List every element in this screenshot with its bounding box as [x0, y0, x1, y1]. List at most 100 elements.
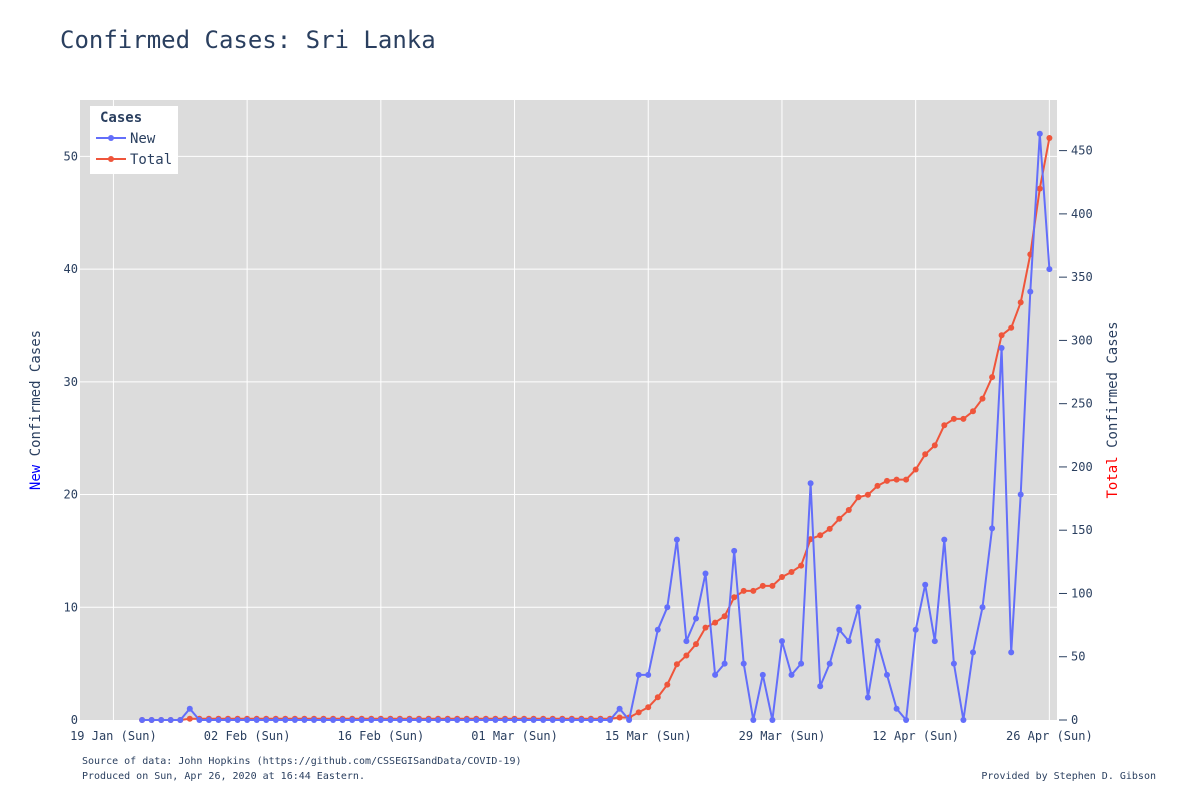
y-left-tick-label: 30	[64, 375, 78, 389]
y-right-tick-label: 400	[1071, 207, 1093, 221]
data-point	[463, 717, 470, 723]
data-point	[750, 587, 757, 594]
data-point	[693, 615, 699, 622]
data-point	[893, 705, 900, 712]
plot-area	[80, 100, 1057, 720]
x-tick-label: 15 Mar (Sun)	[605, 729, 692, 743]
y-right-tick-label: 250	[1071, 397, 1093, 411]
data-point	[989, 374, 996, 381]
y-right-tick-label: 100	[1071, 586, 1093, 600]
data-point	[502, 717, 508, 723]
data-point	[702, 570, 709, 577]
data-point	[330, 717, 337, 723]
data-point	[616, 705, 623, 712]
series-new	[139, 130, 1053, 723]
data-point	[922, 581, 929, 588]
x-axis: 19 Jan (Sun) 02 Feb (Sun) 16 Feb (Sun) 01 M…	[70, 729, 1093, 743]
data-point	[759, 582, 766, 589]
data-point	[568, 717, 575, 723]
data-point	[769, 717, 776, 723]
data-point	[1017, 299, 1024, 306]
data-point	[645, 704, 652, 711]
data-point	[779, 638, 785, 645]
y-axis-right: 0 50 100 150 200 250 300 350 400 450	[1059, 144, 1093, 727]
data-point	[530, 717, 537, 723]
y-left-tick-label: 20	[64, 488, 78, 502]
data-point	[989, 525, 996, 532]
footer-credit: Provided by Stephen D. Gibson	[981, 771, 1156, 782]
legend[interactable]: Cases New Total	[90, 106, 178, 174]
y-left-tick-label: 0	[71, 713, 78, 727]
data-point	[1017, 491, 1024, 498]
data-point	[683, 652, 690, 659]
data-point	[931, 638, 938, 645]
data-point	[186, 705, 193, 712]
y-axis-left: 0 10 20 30 40 50	[64, 149, 78, 727]
x-tick-label: 19 Jan (Sun)	[70, 729, 157, 743]
data-point	[158, 717, 165, 723]
data-point	[683, 638, 690, 645]
data-point	[626, 717, 633, 723]
data-point	[759, 671, 766, 678]
data-point	[712, 619, 719, 626]
data-point	[339, 717, 346, 723]
data-point	[950, 660, 957, 667]
data-point	[387, 717, 394, 723]
data-point	[931, 442, 938, 449]
y-right-tick-label: 50	[1071, 650, 1085, 664]
axis-label-text: Confirmed Cases	[28, 330, 44, 465]
data-point	[263, 717, 270, 723]
data-point	[922, 451, 929, 458]
data-point	[549, 717, 556, 723]
data-point	[1027, 288, 1034, 295]
data-point	[311, 717, 317, 723]
data-point	[435, 717, 442, 723]
data-point	[139, 717, 146, 723]
data-point	[291, 717, 298, 723]
data-point	[654, 626, 661, 633]
y-axis-right-label: Total Confirmed Cases	[1105, 321, 1121, 498]
data-point	[454, 717, 461, 723]
data-point	[721, 660, 728, 667]
data-point	[893, 476, 900, 483]
data-point	[979, 395, 986, 402]
series-lines	[139, 130, 1053, 723]
y-right-tick-label: 450	[1071, 144, 1093, 158]
data-point	[205, 717, 212, 723]
axis-label-highlight: Total	[1105, 456, 1121, 498]
data-point	[148, 717, 155, 723]
y-right-tick-label: 0	[1071, 713, 1078, 727]
data-point	[998, 345, 1005, 351]
data-point	[635, 709, 642, 716]
data-point	[998, 332, 1005, 339]
data-point	[578, 717, 585, 723]
data-point	[492, 717, 499, 723]
data-point	[368, 717, 375, 723]
data-point	[253, 717, 260, 723]
x-tick-label: 12 Apr (Sun)	[872, 729, 959, 743]
data-point	[234, 717, 241, 723]
data-point	[845, 638, 852, 645]
data-point	[645, 671, 652, 678]
data-point	[482, 717, 489, 723]
x-tick-label: 26 Apr (Sun)	[1006, 729, 1093, 743]
y-right-tick-label: 300	[1071, 333, 1093, 347]
data-point	[272, 717, 279, 723]
data-point	[826, 660, 833, 667]
data-point	[635, 671, 642, 678]
data-point	[941, 422, 948, 429]
y-axis-left-label: New Confirmed Cases	[28, 330, 44, 490]
data-point	[864, 694, 871, 701]
data-point	[167, 717, 174, 723]
data-point	[186, 715, 193, 722]
data-point	[521, 717, 528, 723]
data-point	[798, 660, 805, 667]
data-point	[807, 480, 814, 487]
data-point	[473, 717, 480, 723]
data-point	[673, 536, 680, 543]
data-point	[425, 717, 432, 723]
data-point	[912, 466, 919, 473]
data-point	[779, 574, 785, 580]
legend-swatch-marker	[108, 156, 114, 162]
data-point	[664, 604, 671, 611]
